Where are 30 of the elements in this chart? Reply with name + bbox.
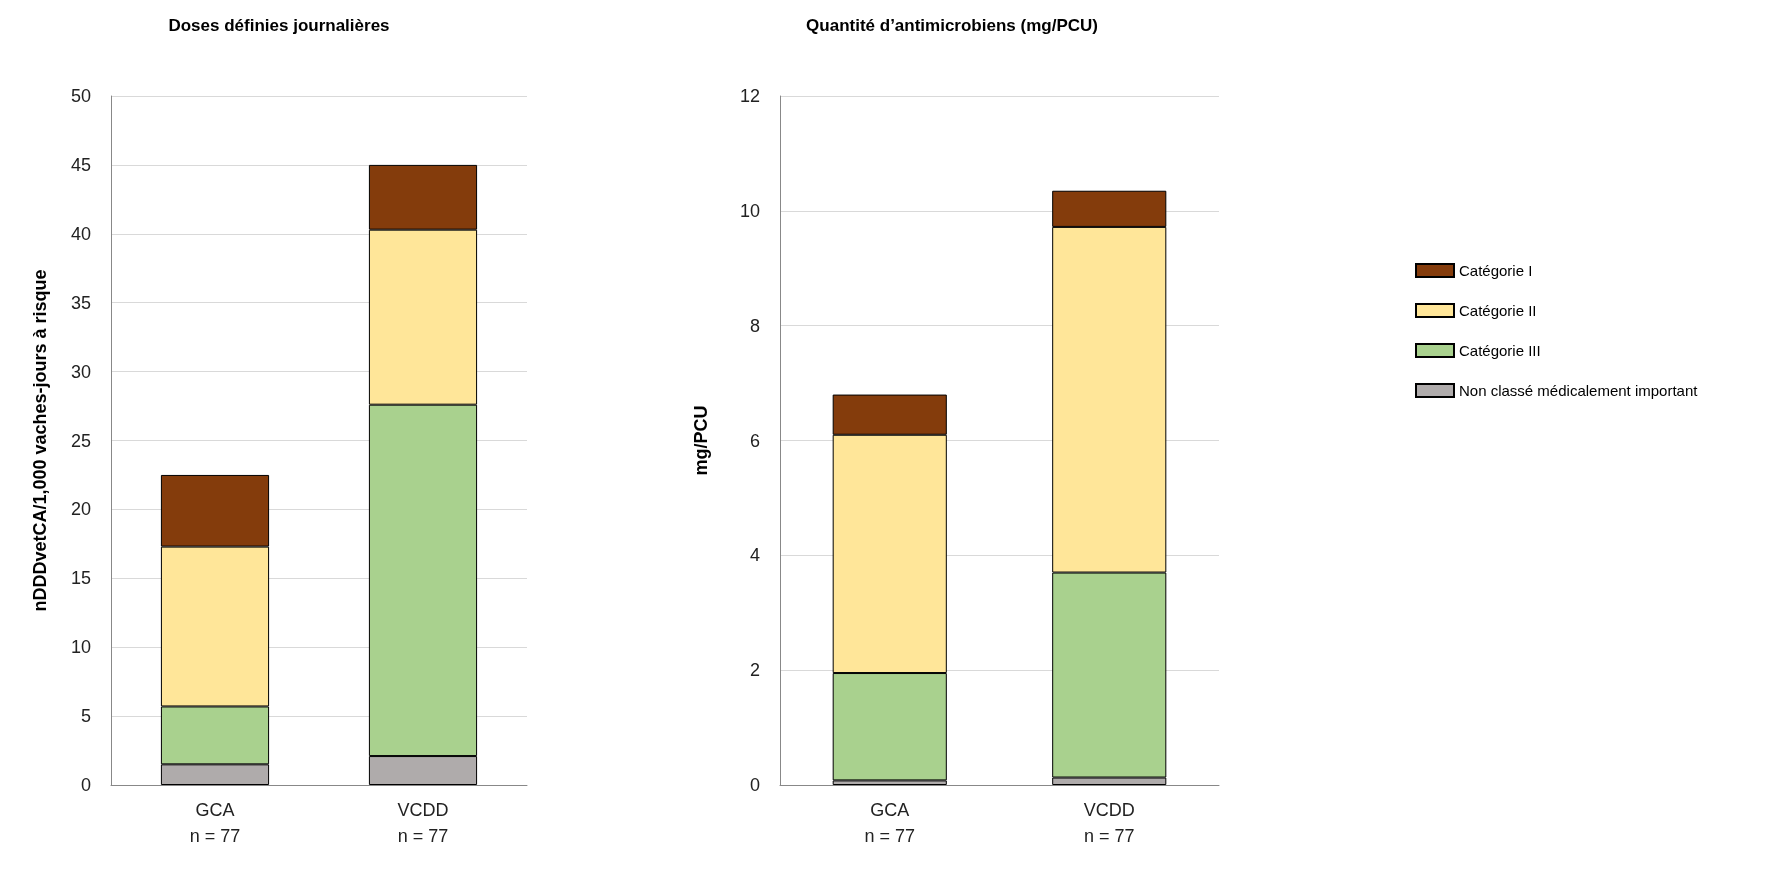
y-tick-label: 0 bbox=[749, 775, 760, 795]
y-tick-label: 35 bbox=[70, 292, 91, 313]
legend-label: Catégorie I bbox=[1459, 262, 1533, 279]
y-tick-label: 0 bbox=[80, 775, 91, 795]
legend-label: Non classé médicalement important bbox=[1459, 382, 1699, 399]
chart-title: Doses définies journalières bbox=[168, 16, 390, 35]
y-tick-label: 12 bbox=[739, 86, 760, 106]
y-tick-label: 15 bbox=[70, 568, 91, 589]
y-tick-label: 30 bbox=[70, 361, 91, 382]
x-tick-label: VCDD n = 77 bbox=[397, 800, 449, 846]
chart-title: Quantité d’antimicrobiens (mg/PCU) bbox=[806, 16, 1098, 35]
legend-label: Catégorie III bbox=[1459, 342, 1541, 359]
x-tick-label: VCDD n = 77 bbox=[1083, 800, 1135, 846]
y-axis-title: mg/PCU bbox=[691, 405, 711, 476]
x-tick-label: GCA n = 77 bbox=[189, 800, 241, 846]
legend-label: Catégorie II bbox=[1459, 302, 1537, 319]
y-tick-label: 20 bbox=[70, 499, 91, 520]
y-tick-label: 25 bbox=[70, 430, 91, 451]
y-tick-label: 10 bbox=[70, 637, 91, 658]
y-tick-label: 40 bbox=[70, 223, 91, 244]
y-tick-label: 50 bbox=[70, 86, 91, 106]
y-tick-label: 4 bbox=[749, 545, 760, 566]
y-tick-label: 8 bbox=[749, 315, 760, 336]
y-tick-label: 5 bbox=[80, 706, 91, 727]
y-tick-label: 6 bbox=[749, 430, 760, 451]
y-tick-label: 10 bbox=[739, 200, 760, 221]
y-tick-label: 45 bbox=[70, 154, 91, 175]
y-tick-label: 2 bbox=[749, 660, 760, 681]
y-axis-title: nDDDvetCA/1,000 vaches-jours à risque bbox=[30, 269, 50, 612]
x-tick-label: GCA n = 77 bbox=[864, 800, 916, 846]
